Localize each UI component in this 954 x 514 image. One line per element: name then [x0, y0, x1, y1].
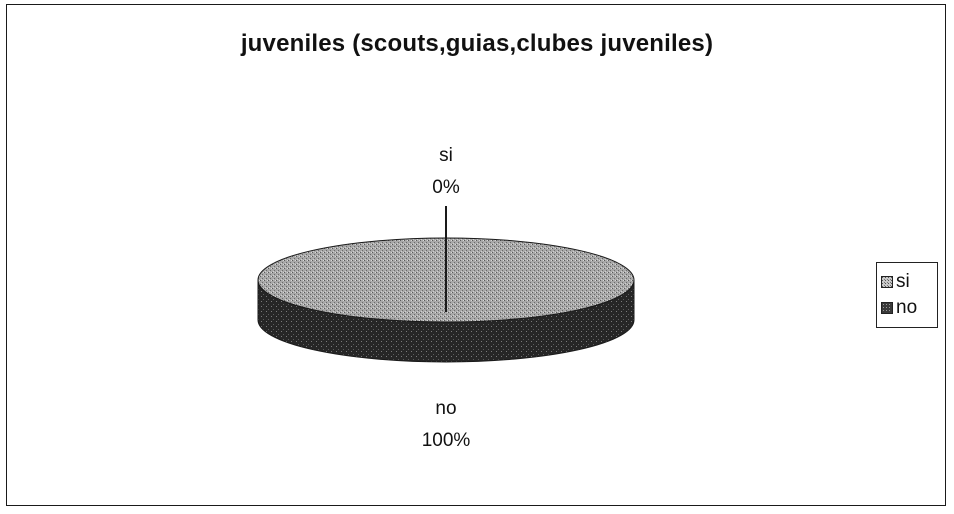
chart-frame — [6, 4, 946, 506]
slice-label-si-name: si — [439, 145, 453, 166]
legend: si no — [876, 262, 938, 328]
legend-label-no: no — [896, 297, 918, 318]
legend-swatch-si — [881, 276, 893, 288]
legend-swatch-no — [881, 302, 893, 314]
slice-label-no-percent: 100% — [422, 430, 471, 451]
chart-title: juveniles (scouts,guias,clubes juveniles… — [240, 30, 714, 57]
legend-label-si: si — [896, 271, 910, 292]
pie-group: si 0% no 100% — [257, 145, 635, 451]
slice-label-si-percent: 0% — [432, 177, 460, 198]
legend-item-si: si — [881, 269, 937, 295]
slice-label-no-name: no — [435, 398, 456, 419]
legend-item-no: no — [881, 295, 937, 321]
